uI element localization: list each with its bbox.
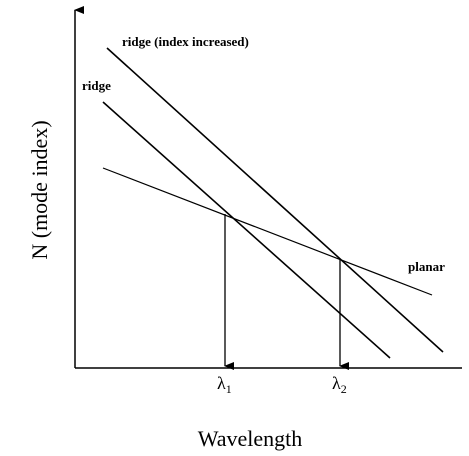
y-axis-label: N (mode index)	[27, 120, 52, 259]
x-axis-label: Wavelength	[198, 426, 303, 451]
curve-label: ridge	[82, 78, 111, 93]
planar-line	[102, 167, 433, 296]
lambda1-label: λ1	[217, 373, 232, 396]
symbol: λ	[332, 373, 341, 393]
ridge-increased-line	[106, 47, 444, 353]
ridge-line	[102, 101, 391, 359]
curve-label: ridge (index increased)	[122, 34, 249, 49]
curve-label: planar	[408, 259, 445, 274]
lambda2-label: λ2	[332, 373, 347, 396]
subscript: 1	[226, 382, 232, 396]
symbol: λ	[217, 373, 226, 393]
subscript: 2	[341, 382, 347, 396]
